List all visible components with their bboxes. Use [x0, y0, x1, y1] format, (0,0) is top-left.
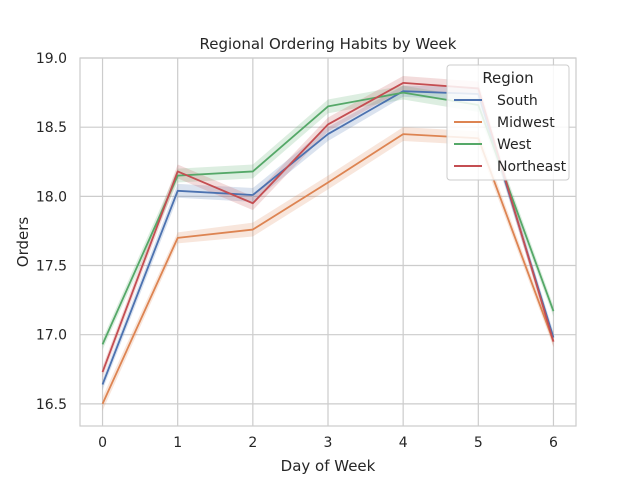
- x-tick-label: 4: [399, 435, 408, 451]
- x-tick-label: 1: [173, 435, 182, 451]
- plot-frame: [79, 57, 577, 427]
- legend-label-south: South: [497, 93, 538, 109]
- x-axis-label: Day of Week: [281, 457, 376, 475]
- x-tick-label: 6: [549, 435, 558, 451]
- x-tick-label: 2: [248, 435, 257, 451]
- y-tick-label: 19.0: [36, 51, 67, 67]
- legend-box: [446, 64, 570, 181]
- y-tick-label: 17.5: [36, 259, 67, 275]
- confidence-bands: [102, 75, 554, 411]
- x-tick-label: 0: [98, 435, 107, 451]
- chart-title: Regional Ordering Habits by Week: [200, 35, 457, 53]
- y-tick-label: 17.0: [36, 328, 67, 344]
- legend-title: Region: [482, 69, 533, 87]
- legend-label-midwest: Midwest: [497, 115, 555, 131]
- grid: [80, 57, 576, 426]
- tick-labels: 0 1 2 3 4 5 6 16.5 17.0 17.5 18.0 18.5 19.0: [36, 51, 558, 451]
- y-tick-label: 18.0: [36, 189, 67, 205]
- y-axis-label: Orders: [14, 217, 32, 268]
- ci-band-midwest: [102, 127, 554, 411]
- legend-label-west: West: [497, 137, 532, 153]
- legend-label-northeast: Northeast: [497, 159, 567, 175]
- y-tick-label: 16.5: [36, 397, 67, 413]
- legend: Region South Midwest West Northeast: [446, 64, 570, 181]
- x-tick-label: 5: [474, 435, 483, 451]
- y-tick-label: 18.5: [36, 120, 67, 136]
- x-tick-label: 3: [324, 435, 333, 451]
- legend-entries: South Midwest West Northeast: [454, 93, 567, 175]
